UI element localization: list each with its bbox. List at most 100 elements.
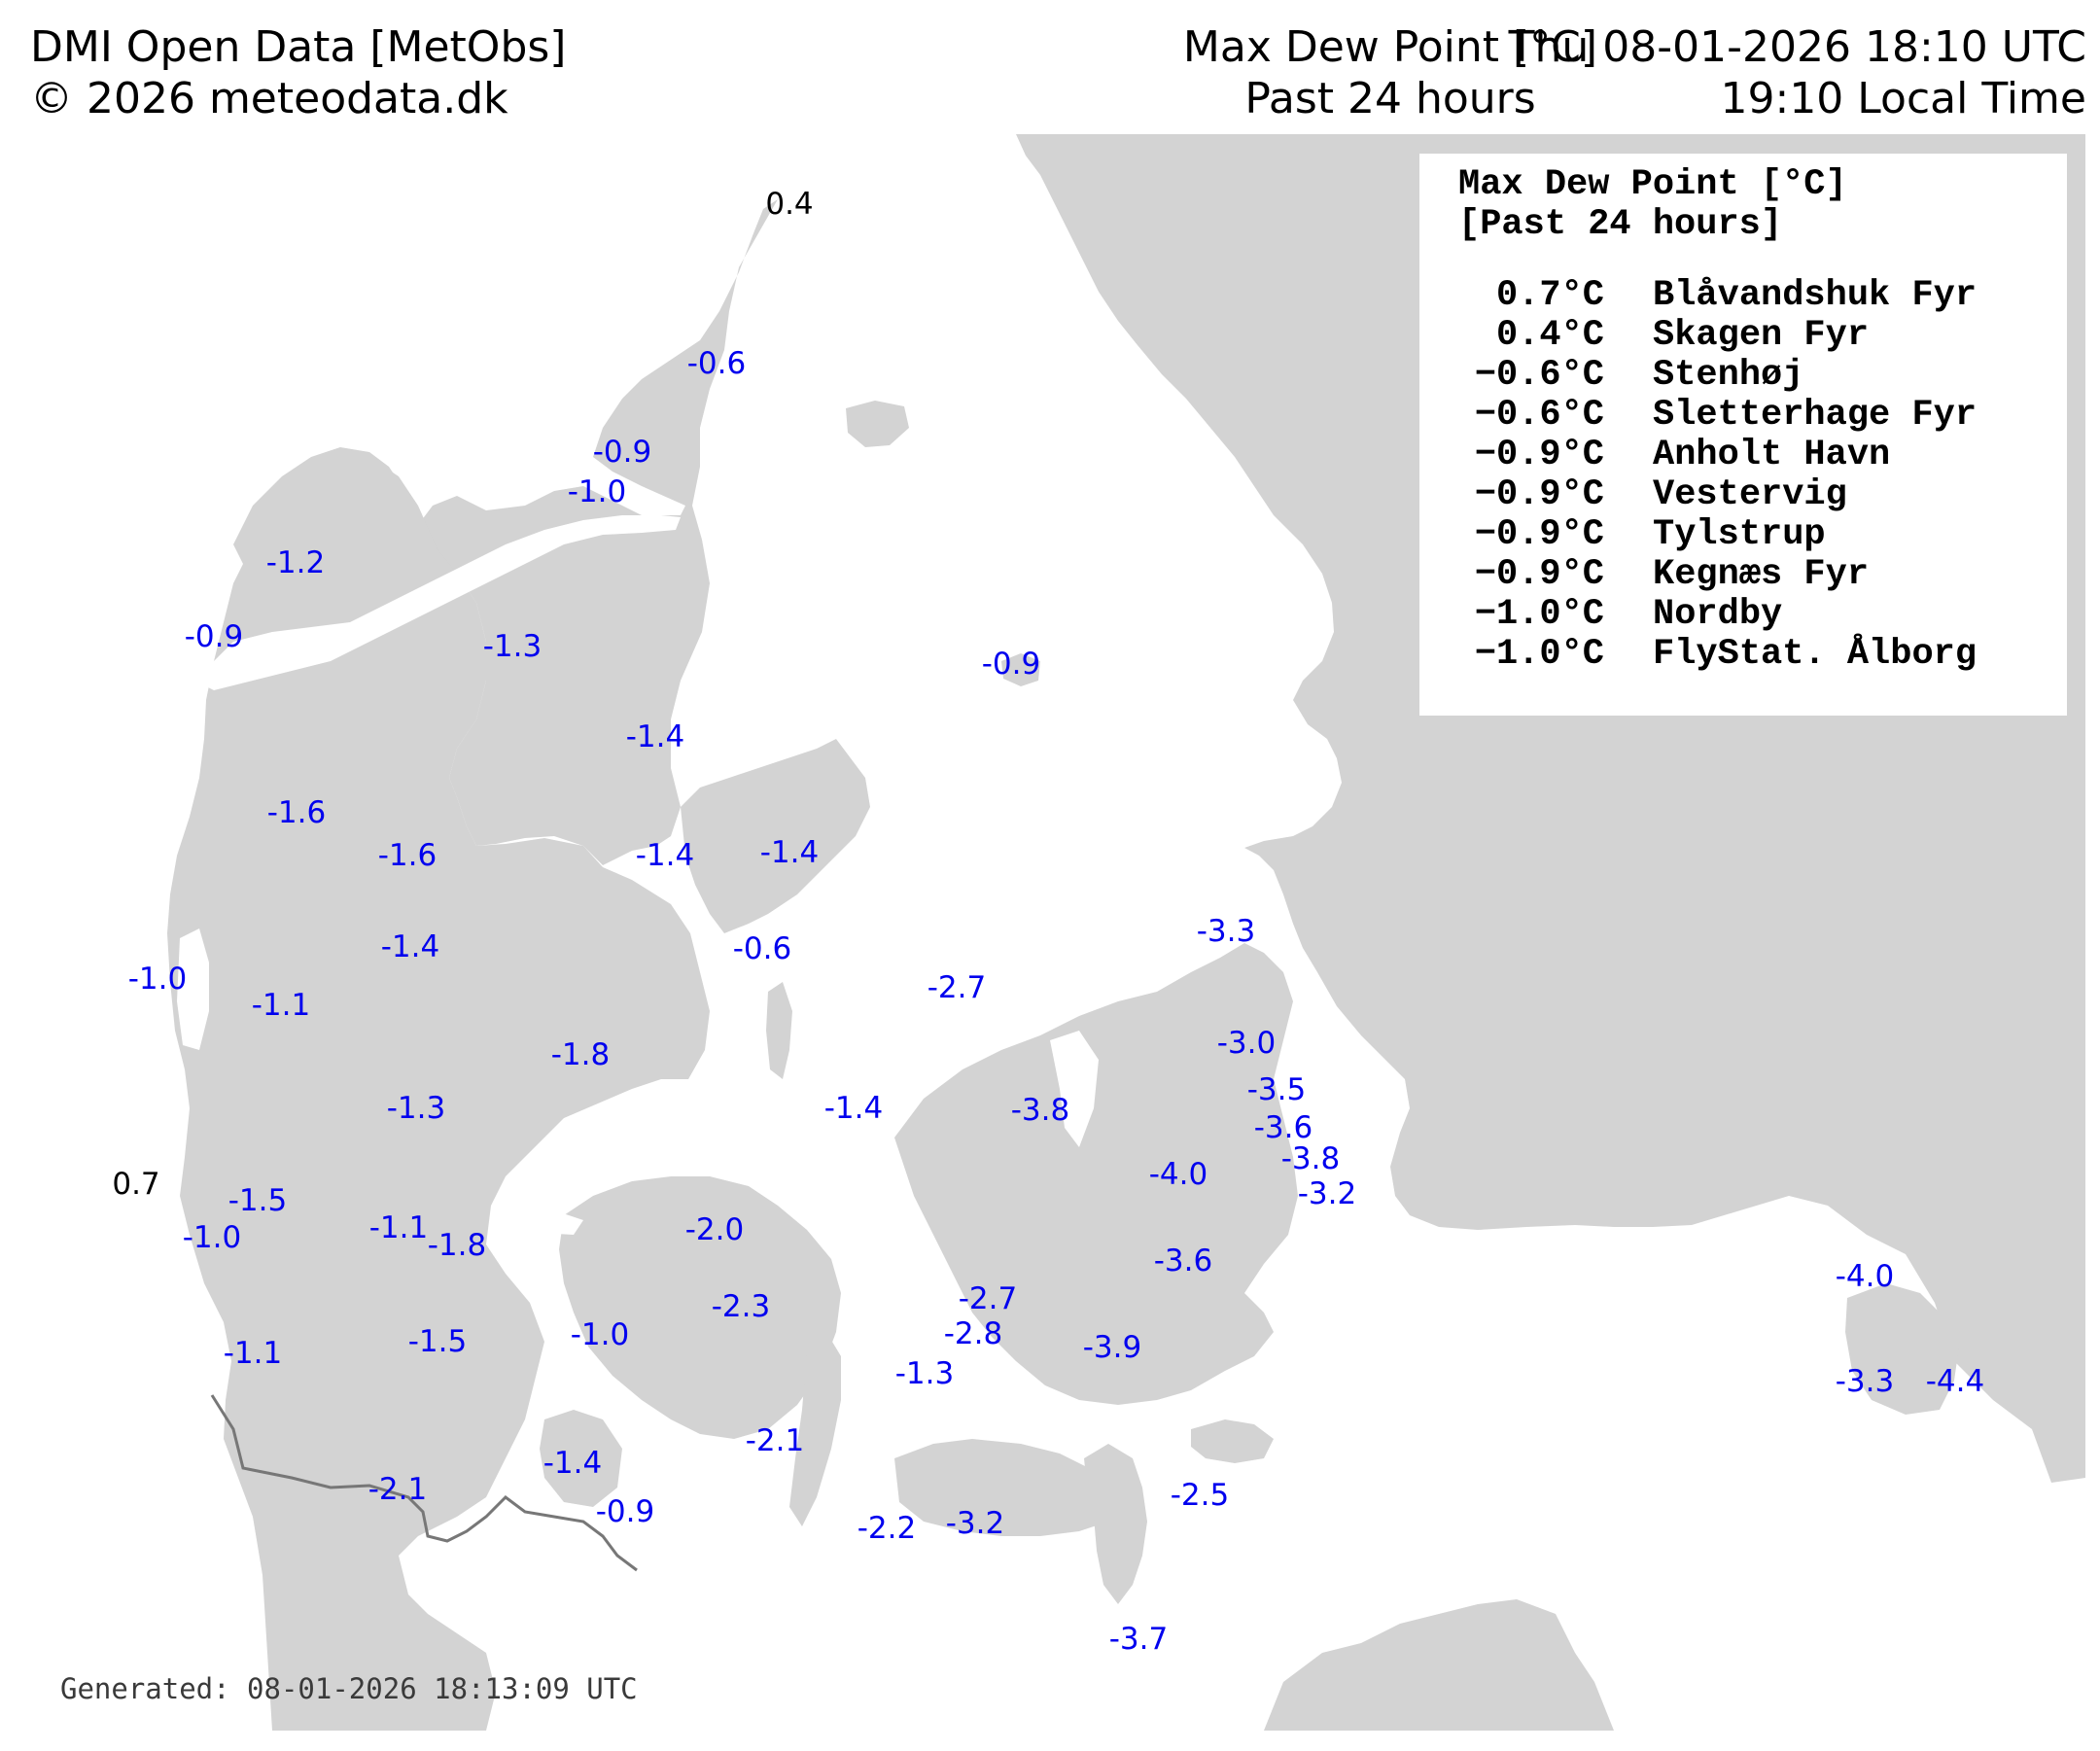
station-value-label: -1.4 [626, 719, 685, 754]
station-value-label: -1.4 [636, 838, 695, 873]
station-value-label: -3.6 [1254, 1110, 1313, 1145]
legend-station: Skagen Fyr [1653, 315, 1870, 356]
station-value-label: -1.8 [551, 1037, 611, 1072]
station-value-label: -1.5 [228, 1183, 288, 1218]
station-value-label: -1.1 [369, 1210, 429, 1245]
station-value-label: -1.0 [183, 1220, 242, 1255]
legend-value: 0.4°C [1495, 315, 1604, 356]
station-value-label: -1.0 [571, 1317, 630, 1352]
station-value-label: -1.4 [381, 929, 440, 964]
station-value-label: -2.7 [959, 1281, 1018, 1316]
station-value-label: 0.7 [112, 1167, 159, 1202]
legend-row: 0.7°C Blåvandshuk Fyr [1458, 276, 2067, 316]
station-value-label: -3.8 [1281, 1141, 1341, 1176]
legend-value: −1.0°C [1474, 634, 1604, 675]
legend-value: 0.7°C [1495, 275, 1604, 316]
station-value-label: -1.4 [760, 835, 820, 870]
legend-value: −0.6°C [1474, 355, 1604, 396]
isefjord-water [1050, 1031, 1099, 1147]
djursland-landmass [681, 739, 870, 933]
legend-rows: 0.7°C Blåvandshuk Fyr 0.4°C Skagen Fyr −0.… [1458, 276, 2067, 675]
station-value-label: -1.4 [543, 1446, 603, 1481]
station-value-label: -0.9 [982, 647, 1041, 682]
legend-row: −0.6°C Stenhøj [1458, 356, 2067, 396]
bornholm-landmass [1845, 1283, 1959, 1415]
station-value-label: -3.7 [1109, 1622, 1169, 1657]
station-value-label: 0.4 [765, 187, 813, 222]
map-title: Max Dew Point [°C] [1182, 22, 1598, 72]
station-value-label: -1.5 [408, 1324, 468, 1359]
als-landmass [540, 1410, 622, 1507]
legend-station: Sletterhage Fyr [1653, 395, 1978, 436]
station-value-label: -3.6 [1154, 1243, 1213, 1278]
station-value-label: -4.0 [1149, 1157, 1208, 1192]
station-value-label: -0.9 [593, 435, 652, 470]
legend-row: −1.0°C Nordby [1458, 595, 2067, 635]
ringkoebing-fjord-water [177, 928, 209, 1050]
langeland-landmass [789, 1332, 841, 1526]
station-value-label: -3.8 [1011, 1093, 1070, 1128]
station-value-label: -1.3 [483, 629, 542, 664]
funen-landmass [559, 1176, 841, 1439]
lolland-landmass [894, 1439, 1118, 1536]
station-value-label: -0.6 [687, 346, 747, 381]
map-period: Past 24 hours [1244, 74, 1536, 123]
legend-station: Anholt Havn [1653, 435, 1891, 475]
station-value-label: -2.3 [712, 1289, 771, 1324]
station-value-label: -2.1 [746, 1423, 805, 1458]
legend-station: Tylstrup [1653, 514, 1826, 555]
station-value-label: -3.5 [1247, 1072, 1307, 1107]
station-value-label: -2.2 [858, 1511, 917, 1546]
station-value-label: -3.2 [1298, 1176, 1357, 1211]
station-value-label: -3.9 [1083, 1330, 1142, 1365]
legend-value: −0.6°C [1474, 395, 1604, 436]
station-value-label: -3.3 [1836, 1364, 1895, 1399]
legend-station: Vestervig [1653, 474, 1847, 515]
legend-value: −0.9°C [1474, 474, 1604, 515]
station-value-label: -1.4 [824, 1091, 884, 1126]
station-value-label: -0.6 [733, 931, 792, 966]
copyright-label: © 2026 meteodata.dk [30, 74, 508, 123]
station-value-label: -0.9 [185, 619, 244, 654]
station-value-label: -3.2 [946, 1506, 1005, 1541]
station-value-label: -1.1 [224, 1336, 283, 1371]
moen-landmass [1191, 1419, 1274, 1463]
station-value-label: -1.8 [428, 1228, 487, 1263]
legend-row: −1.0°C FlyStat. Ålborg [1458, 635, 2067, 675]
zealand-landmass [894, 943, 1298, 1405]
legend-box: Max Dew Point [°C] [Past 24 hours] 0.7°C… [1419, 154, 2067, 716]
station-value-label: -2.7 [928, 970, 987, 1005]
german-border [210, 1394, 638, 1572]
legend-row: −0.9°C Kegnæs Fyr [1458, 555, 2067, 595]
station-value-label: -2.5 [1171, 1478, 1230, 1513]
legend-row: −0.9°C Anholt Havn [1458, 436, 2067, 475]
legend-row: −0.6°C Sletterhage Fyr [1458, 396, 2067, 436]
station-value-label: -4.4 [1926, 1364, 1985, 1399]
station-value-label: -2.1 [368, 1472, 428, 1507]
anholt-landmass [1001, 653, 1040, 686]
legend-station: Nordby [1653, 594, 1783, 635]
legend-value: −0.9°C [1474, 514, 1604, 555]
legend-value: −1.0°C [1474, 594, 1604, 635]
legend-station: FlyStat. Ålborg [1653, 634, 1978, 675]
station-labels: 0.4 -0.6 -0.9 -1.0 -1.2 -0.9 -1.3 -0.9 -1.4 -1.6 -… [112, 187, 1984, 1657]
legend-title: Max Dew Point [°C] [1458, 164, 1847, 205]
laesoe-landmass [846, 401, 909, 447]
germany-coast-landmass [1264, 1599, 1614, 1731]
station-value-label: -3.3 [1197, 914, 1256, 949]
vejle-fjord-water [515, 1210, 583, 1235]
utc-timestamp: Thu 08-01-2026 18:10 UTC [1508, 22, 2086, 72]
station-value-label: -2.0 [685, 1212, 745, 1247]
legend-subtitle: [Past 24 hours] [1458, 204, 1783, 245]
station-value-label: -1.6 [378, 838, 438, 873]
samsoe-landmass [766, 982, 792, 1079]
header-right: Thu 08-01-2026 18:10 UTC 19:10 Local Tim… [1509, 21, 2086, 124]
thy-landmass [233, 447, 418, 583]
legend-row: −0.9°C Vestervig [1458, 475, 2067, 515]
station-value-label: -2.8 [944, 1316, 1003, 1351]
fjords [177, 515, 1099, 1235]
source-label: DMI Open Data [MetObs] [30, 22, 567, 72]
station-value-label: -1.6 [267, 795, 327, 830]
station-value-label: -1.1 [252, 988, 311, 1023]
generated-timestamp: Generated: 08-01-2026 18:13:09 UTC [60, 1672, 638, 1705]
